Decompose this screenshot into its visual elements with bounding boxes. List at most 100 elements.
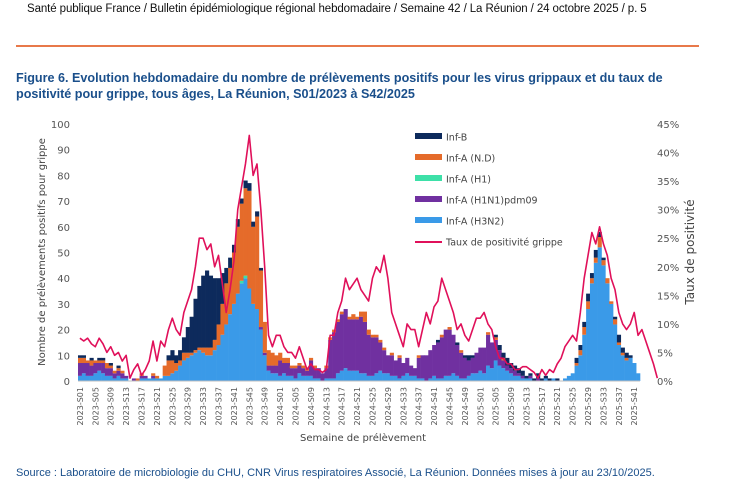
bar-h1n1: [466, 360, 471, 376]
bar-h3n2: [212, 350, 217, 381]
bar-h1n1: [316, 368, 321, 379]
bar-h1n1: [516, 373, 521, 376]
bar-h1n1: [305, 370, 310, 376]
bar-h1n1: [104, 368, 110, 376]
bar-h1n1: [108, 368, 113, 376]
y2-tick-label: 35%: [657, 177, 679, 188]
bar-b: [185, 327, 190, 353]
bar-h3n2: [512, 375, 518, 381]
bar-nd: [359, 311, 364, 317]
y2-tick-label: 15%: [657, 291, 679, 302]
bar-h1n1: [274, 365, 279, 374]
bar-h3n2: [220, 334, 225, 381]
bar-h3n2: [366, 375, 371, 381]
bar-h3n2: [563, 378, 568, 381]
bar-b: [509, 363, 514, 369]
bar-h3n2: [516, 375, 521, 381]
bar-h3n2: [308, 375, 314, 381]
bar-b: [539, 378, 545, 381]
bar-b: [78, 355, 83, 358]
bar-h1n1: [97, 363, 102, 371]
y2-tick-label: 5%: [657, 348, 673, 359]
x-tick-label: 2025-S21: [553, 387, 562, 426]
bar-h3n2: [486, 365, 491, 381]
bar-b: [586, 293, 591, 302]
header-divider: [16, 45, 699, 47]
bar-nd: [220, 303, 225, 335]
bar-h3n2: [497, 365, 502, 381]
bar-b: [97, 357, 102, 361]
legend-label: Inf-A (H3N2): [446, 217, 504, 228]
bar-b: [174, 355, 179, 364]
bar-h1n1: [528, 375, 533, 379]
bar-h3n2: [470, 373, 475, 381]
bar-nd: [459, 350, 464, 353]
bar-nd: [439, 334, 444, 338]
x-tick-label: 2024-S25: [369, 387, 378, 426]
bar-nd: [201, 347, 206, 353]
bar-nd: [355, 316, 360, 320]
bar-h3n2: [459, 378, 464, 381]
x-tick-label: 2025-S13: [522, 387, 531, 426]
bar-nd: [586, 301, 591, 310]
bar-h3n2: [501, 368, 506, 381]
bar-b: [193, 298, 198, 351]
bar-b: [212, 278, 217, 340]
bar-b: [532, 378, 537, 381]
bar-h3n2: [104, 375, 110, 381]
bar-h1n1: [120, 373, 125, 379]
bar-h1n1: [289, 368, 294, 376]
bar-h3n2: [616, 345, 622, 381]
bar-nd: [151, 373, 156, 376]
x-tick-label: 2023-S09: [107, 387, 116, 426]
x-tick-label: 2024-S33: [399, 387, 408, 426]
bar-h3n2: [524, 378, 529, 381]
bar-nd: [416, 355, 421, 358]
bar-b: [501, 352, 506, 358]
x-tick-label: 2023-S29: [184, 387, 193, 426]
bar-h1n1: [462, 357, 468, 379]
bar-h1n1: [474, 352, 479, 374]
bar-h3n2: [416, 378, 421, 381]
bar-b: [520, 370, 525, 376]
bar-nd: [93, 360, 98, 364]
bar-b: [582, 321, 587, 328]
bar-h1n1: [335, 321, 341, 374]
bar-h3n2: [151, 378, 156, 381]
bar-h3n2: [166, 375, 171, 381]
bar-h3n2: [139, 378, 144, 381]
x-tick-label: 2023-S13: [122, 387, 131, 426]
ticks-layer: 0 10 20 30 40 50 60 70 80 90 100 0% 5% 10% 15% 20% 25% 30…: [51, 120, 679, 426]
bar-b: [593, 249, 598, 258]
bar-h1n1: [405, 357, 410, 374]
bar-b: [435, 339, 441, 343]
bar-h3n2: [412, 375, 418, 381]
bar-nd: [578, 350, 583, 356]
bar-h3n2: [116, 375, 121, 381]
bar-h1n1: [328, 339, 333, 379]
bar-b: [524, 375, 529, 379]
bar-h3n2: [359, 373, 364, 381]
bar-nd: [297, 363, 302, 366]
x-tick-label: 2025-S01: [476, 387, 485, 426]
legend-label: Inf-B: [446, 133, 467, 144]
bar-h3n2: [420, 378, 425, 381]
bar-h3n2: [243, 278, 248, 381]
bar-h3n2: [370, 375, 375, 381]
bar-h3n2: [347, 370, 352, 381]
bar-h1n1: [501, 360, 506, 369]
bar-h1n1: [266, 365, 271, 371]
bar-h1n1: [258, 327, 264, 330]
bar-nd: [224, 283, 229, 325]
bar-nd: [262, 321, 267, 353]
x-tick-label: 2023-S25: [168, 387, 177, 426]
bar-h3n2: [247, 288, 252, 381]
bar-nd: [266, 350, 271, 366]
bar-h3n2: [181, 360, 187, 381]
bar-h1n1: [116, 370, 121, 376]
bar-h3n2: [401, 375, 406, 381]
bar-h1n1: [536, 378, 541, 381]
bar-nd: [616, 342, 622, 346]
y-axis-label: Nombre de prélèvements positifs pour gri…: [36, 138, 48, 366]
bar-b: [493, 334, 498, 338]
